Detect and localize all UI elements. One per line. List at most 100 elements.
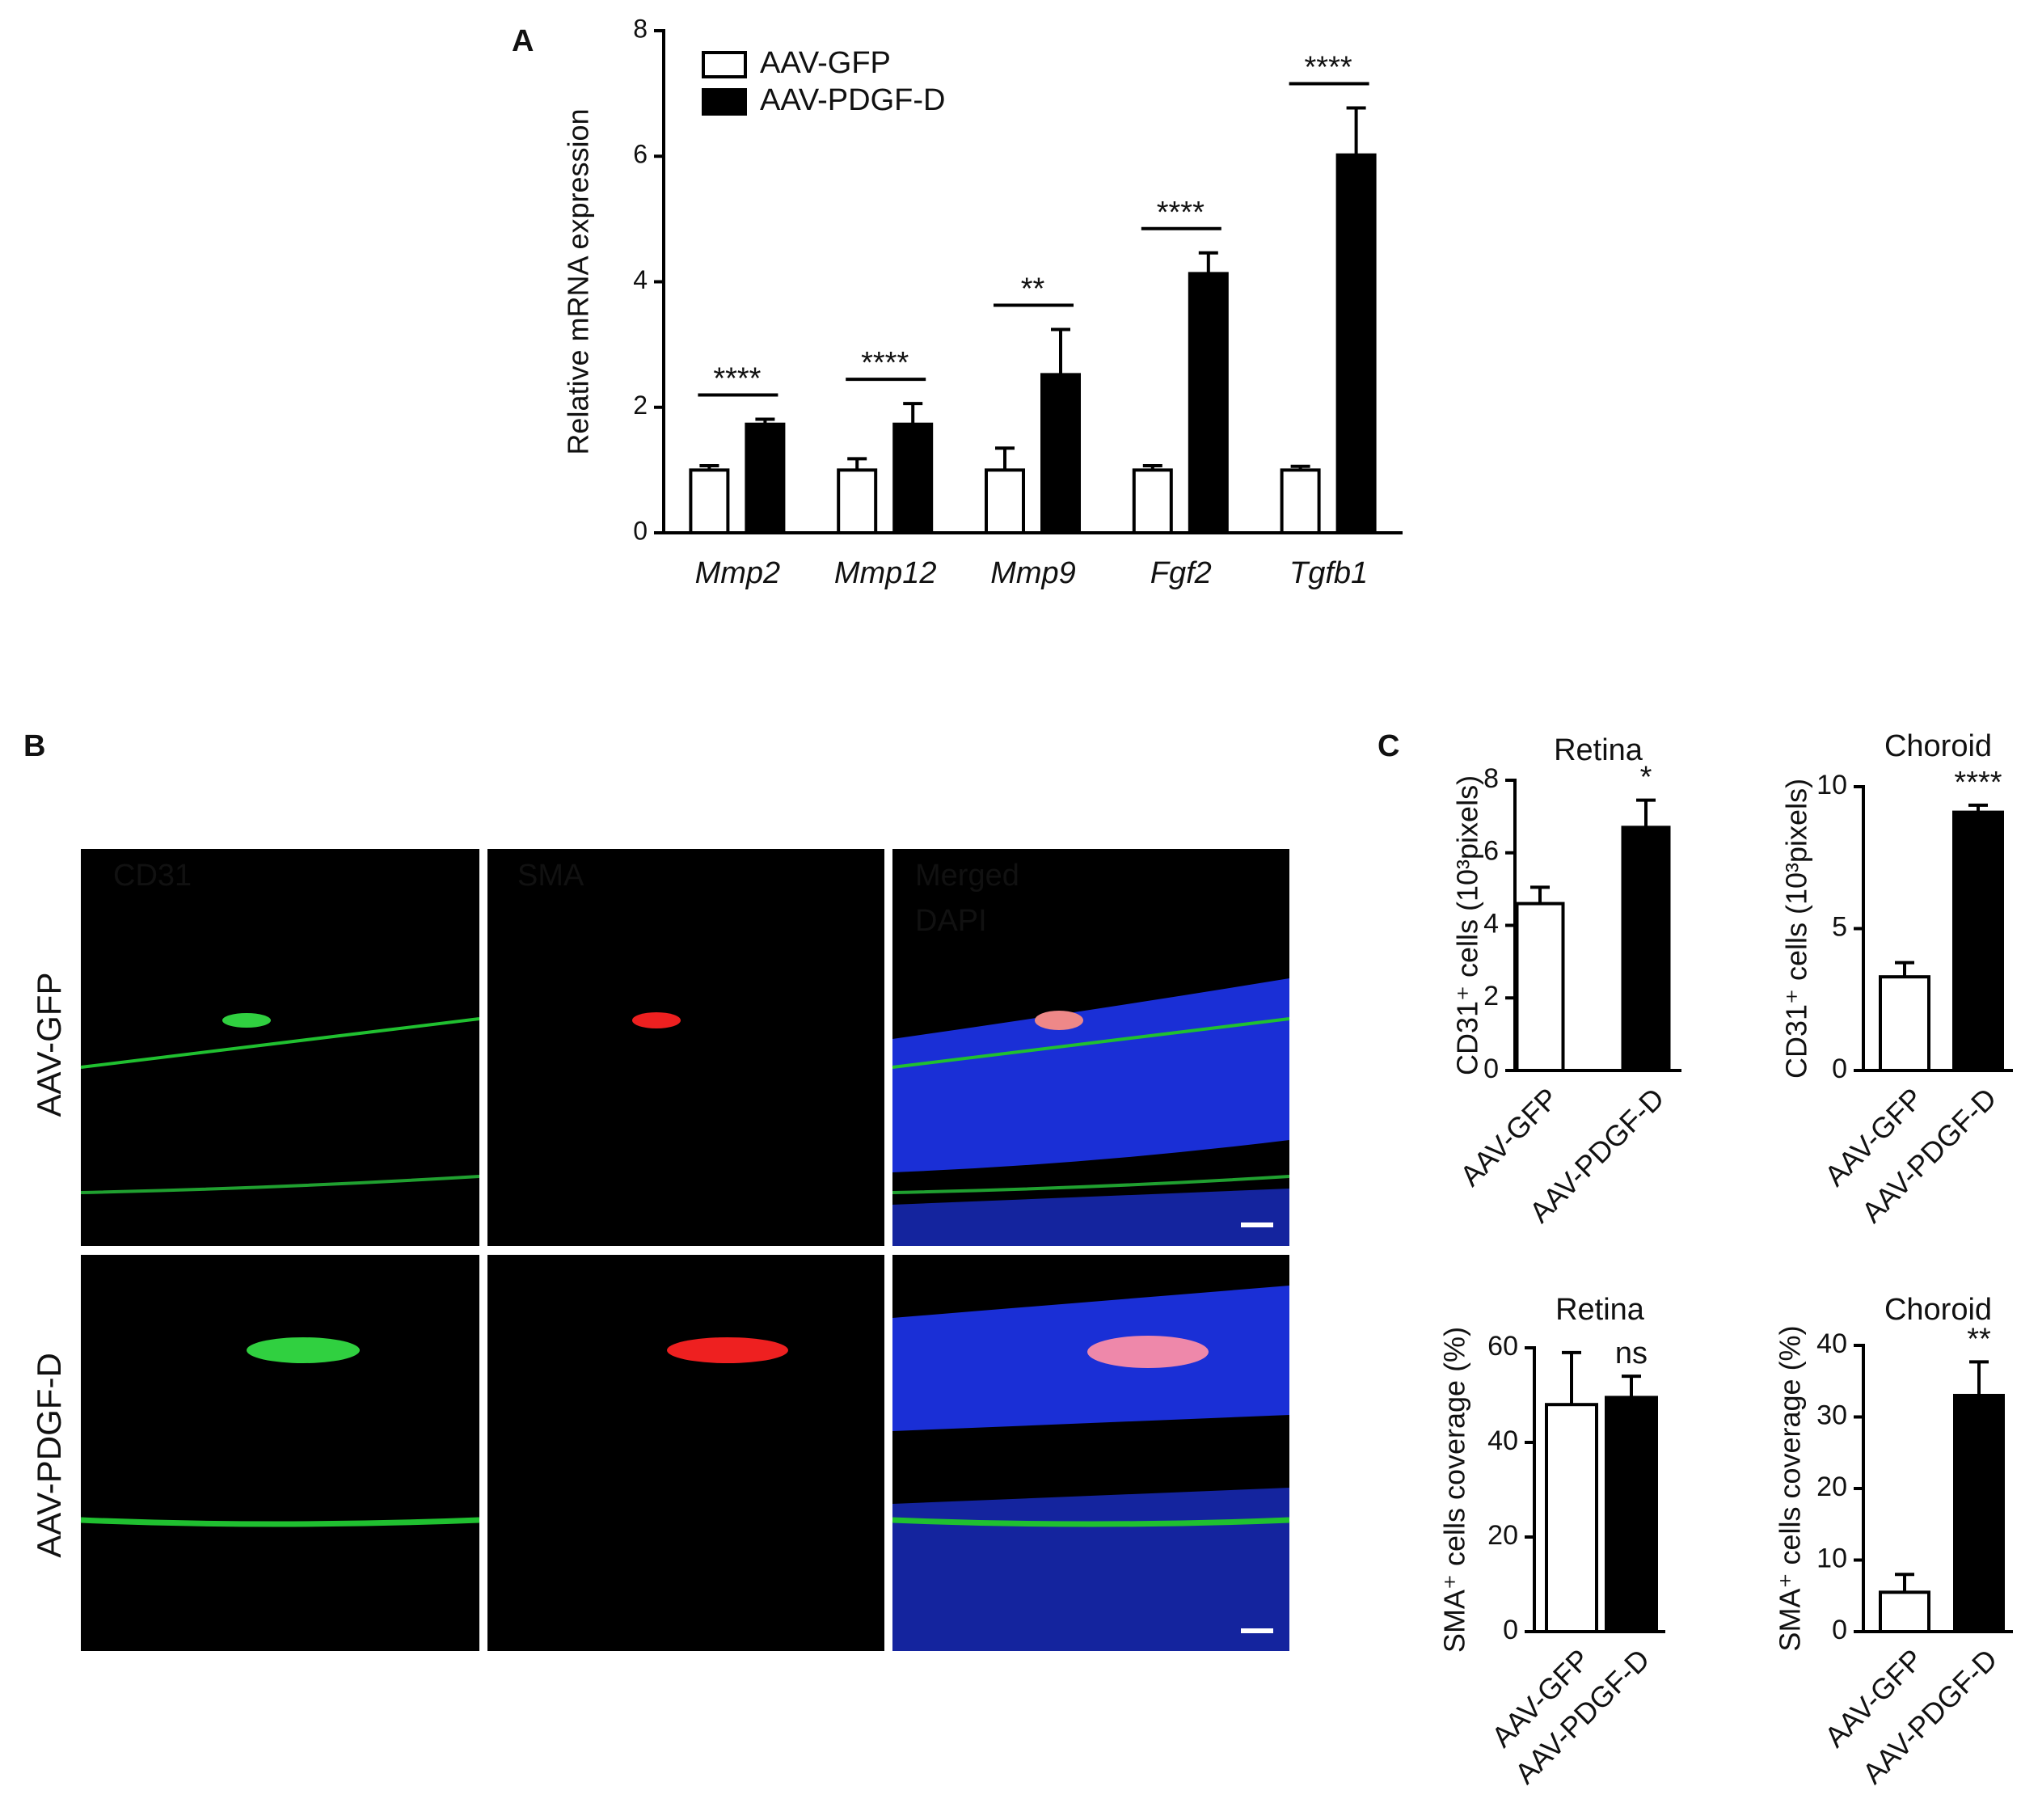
bar: [689, 468, 730, 534]
significance-label: *: [1640, 761, 1652, 795]
y-tick-label: 0: [1503, 1615, 1518, 1645]
x-tick-label: Mmp12: [834, 556, 937, 590]
y-tick-label: 6: [1483, 836, 1499, 867]
chart-title: Retina: [1554, 733, 1643, 767]
bar: [1953, 1393, 2005, 1633]
y-tick-label: 60: [1487, 1331, 1518, 1362]
channel-label: SMA: [517, 859, 584, 893]
error-bar: [1346, 106, 1366, 155]
error-bar: [1051, 327, 1070, 375]
error-bar: [995, 446, 1015, 471]
legend-label: AAV-GFP: [760, 46, 891, 80]
y-tick-label: 10: [1816, 770, 1847, 800]
vessel-streaks: [80, 1011, 1290, 1633]
bar: [1879, 975, 1930, 1073]
error-bar: [1969, 1360, 1989, 1396]
panel-label: A: [512, 24, 534, 58]
error-bar: [1895, 961, 1914, 978]
significance-label: ns: [1615, 1336, 1648, 1370]
bar: [1605, 1396, 1658, 1634]
y-tick-label: 20: [1816, 1472, 1847, 1502]
error-bar: [1562, 1350, 1581, 1405]
significance-label: ****: [1157, 196, 1205, 230]
error-bar: [1622, 1375, 1641, 1398]
y-tick-label: 8: [633, 14, 648, 43]
legend-swatch: [702, 88, 747, 116]
bar: [1515, 902, 1565, 1072]
micrograph: [81, 1255, 479, 1651]
bar: [892, 422, 934, 534]
significance-label: ****: [861, 346, 909, 380]
y-tick-label: 4: [1483, 908, 1499, 939]
error-bar: [1142, 463, 1162, 471]
error-bar: [1895, 1573, 1914, 1593]
panel-label: C: [1378, 729, 1399, 763]
bar: [1545, 1403, 1598, 1633]
merged-tissue: [892, 978, 1289, 1651]
bar: [1952, 810, 2004, 1073]
bar: [1132, 468, 1173, 534]
y-tick-label: 2: [1483, 981, 1499, 1011]
y-tick-label: 0: [1483, 1054, 1499, 1084]
y-tick-label: 8: [1483, 763, 1499, 794]
bar: [1040, 373, 1081, 535]
error-bar: [1290, 464, 1310, 471]
error-bar: [1636, 798, 1656, 828]
x-tick-label: Fgf2: [1150, 556, 1212, 590]
bar: [1280, 468, 1321, 534]
bar: [1879, 1590, 1930, 1633]
y-tick-label: 10: [1816, 1543, 1847, 1573]
error-bar: [755, 417, 775, 424]
x-tick-label: AAV-GFP: [1454, 1081, 1564, 1192]
y-tick-label: 2: [633, 391, 648, 420]
legend-label: AAV-PDGF-D: [760, 83, 945, 117]
error-bar: [903, 402, 923, 424]
legend-swatch: [702, 51, 747, 78]
bar: [1335, 153, 1377, 534]
error-bar: [1968, 803, 1988, 813]
significance-label: **: [1021, 272, 1045, 306]
bar: [837, 468, 878, 534]
y-tick-label: 6: [633, 140, 648, 169]
channel-label: CD31: [113, 859, 192, 893]
error-bar: [699, 463, 719, 471]
bar: [985, 468, 1025, 534]
chart-title: Choroid: [1884, 1293, 1992, 1327]
y-tick-label: 0: [1832, 1054, 1847, 1084]
error-bar: [1530, 885, 1550, 904]
chart-title: Choroid: [1884, 729, 1992, 763]
error-bar: [847, 457, 867, 471]
y-axis-label: SMA⁺ cells coverage (%): [1438, 1327, 1471, 1653]
bar: [745, 422, 786, 534]
error-bar: [1198, 251, 1218, 274]
significance-label: ****: [1954, 766, 2002, 800]
channel-label: Merged: [915, 859, 1019, 893]
bar: [1621, 826, 1671, 1073]
y-tick-label: 40: [1816, 1328, 1847, 1359]
significance-label: **: [1967, 1322, 1991, 1356]
y-tick-label: 4: [633, 265, 648, 294]
y-tick-label: 5: [1832, 911, 1847, 942]
y-tick-label: 40: [1487, 1425, 1518, 1456]
micrograph: [487, 1255, 884, 1651]
x-tick-label: Mmp2: [695, 556, 781, 590]
chart-title: Retina: [1555, 1293, 1645, 1327]
row-label: AAV-GFP: [30, 973, 68, 1117]
significance-label: ****: [713, 362, 761, 396]
micrograph-grid: CD31 SMA Merged DAPI AAV-GFP AAV-PDGF-D: [30, 849, 1290, 1651]
significance-label: ****: [1305, 51, 1352, 85]
y-tick-label: 20: [1487, 1520, 1518, 1551]
y-tick-label: 0: [1832, 1615, 1847, 1645]
x-tick-label: Mmp9: [990, 556, 1076, 590]
channel-label: DAPI: [915, 904, 987, 938]
y-axis-label: CD31⁺ cells (10³pixels): [1780, 779, 1813, 1079]
y-tick-label: 30: [1816, 1400, 1847, 1430]
y-tick-label: 0: [633, 516, 648, 545]
panel-label: B: [23, 729, 45, 763]
row-label: AAV-PDGF-D: [30, 1353, 68, 1558]
bar: [1188, 272, 1229, 534]
y-axis-label: CD31⁺ cells (10³pixels): [1451, 775, 1484, 1075]
y-axis-label: SMA⁺ cells coverage (%): [1774, 1325, 1807, 1651]
y-axis-label: Relative mRNA expression: [562, 108, 595, 454]
